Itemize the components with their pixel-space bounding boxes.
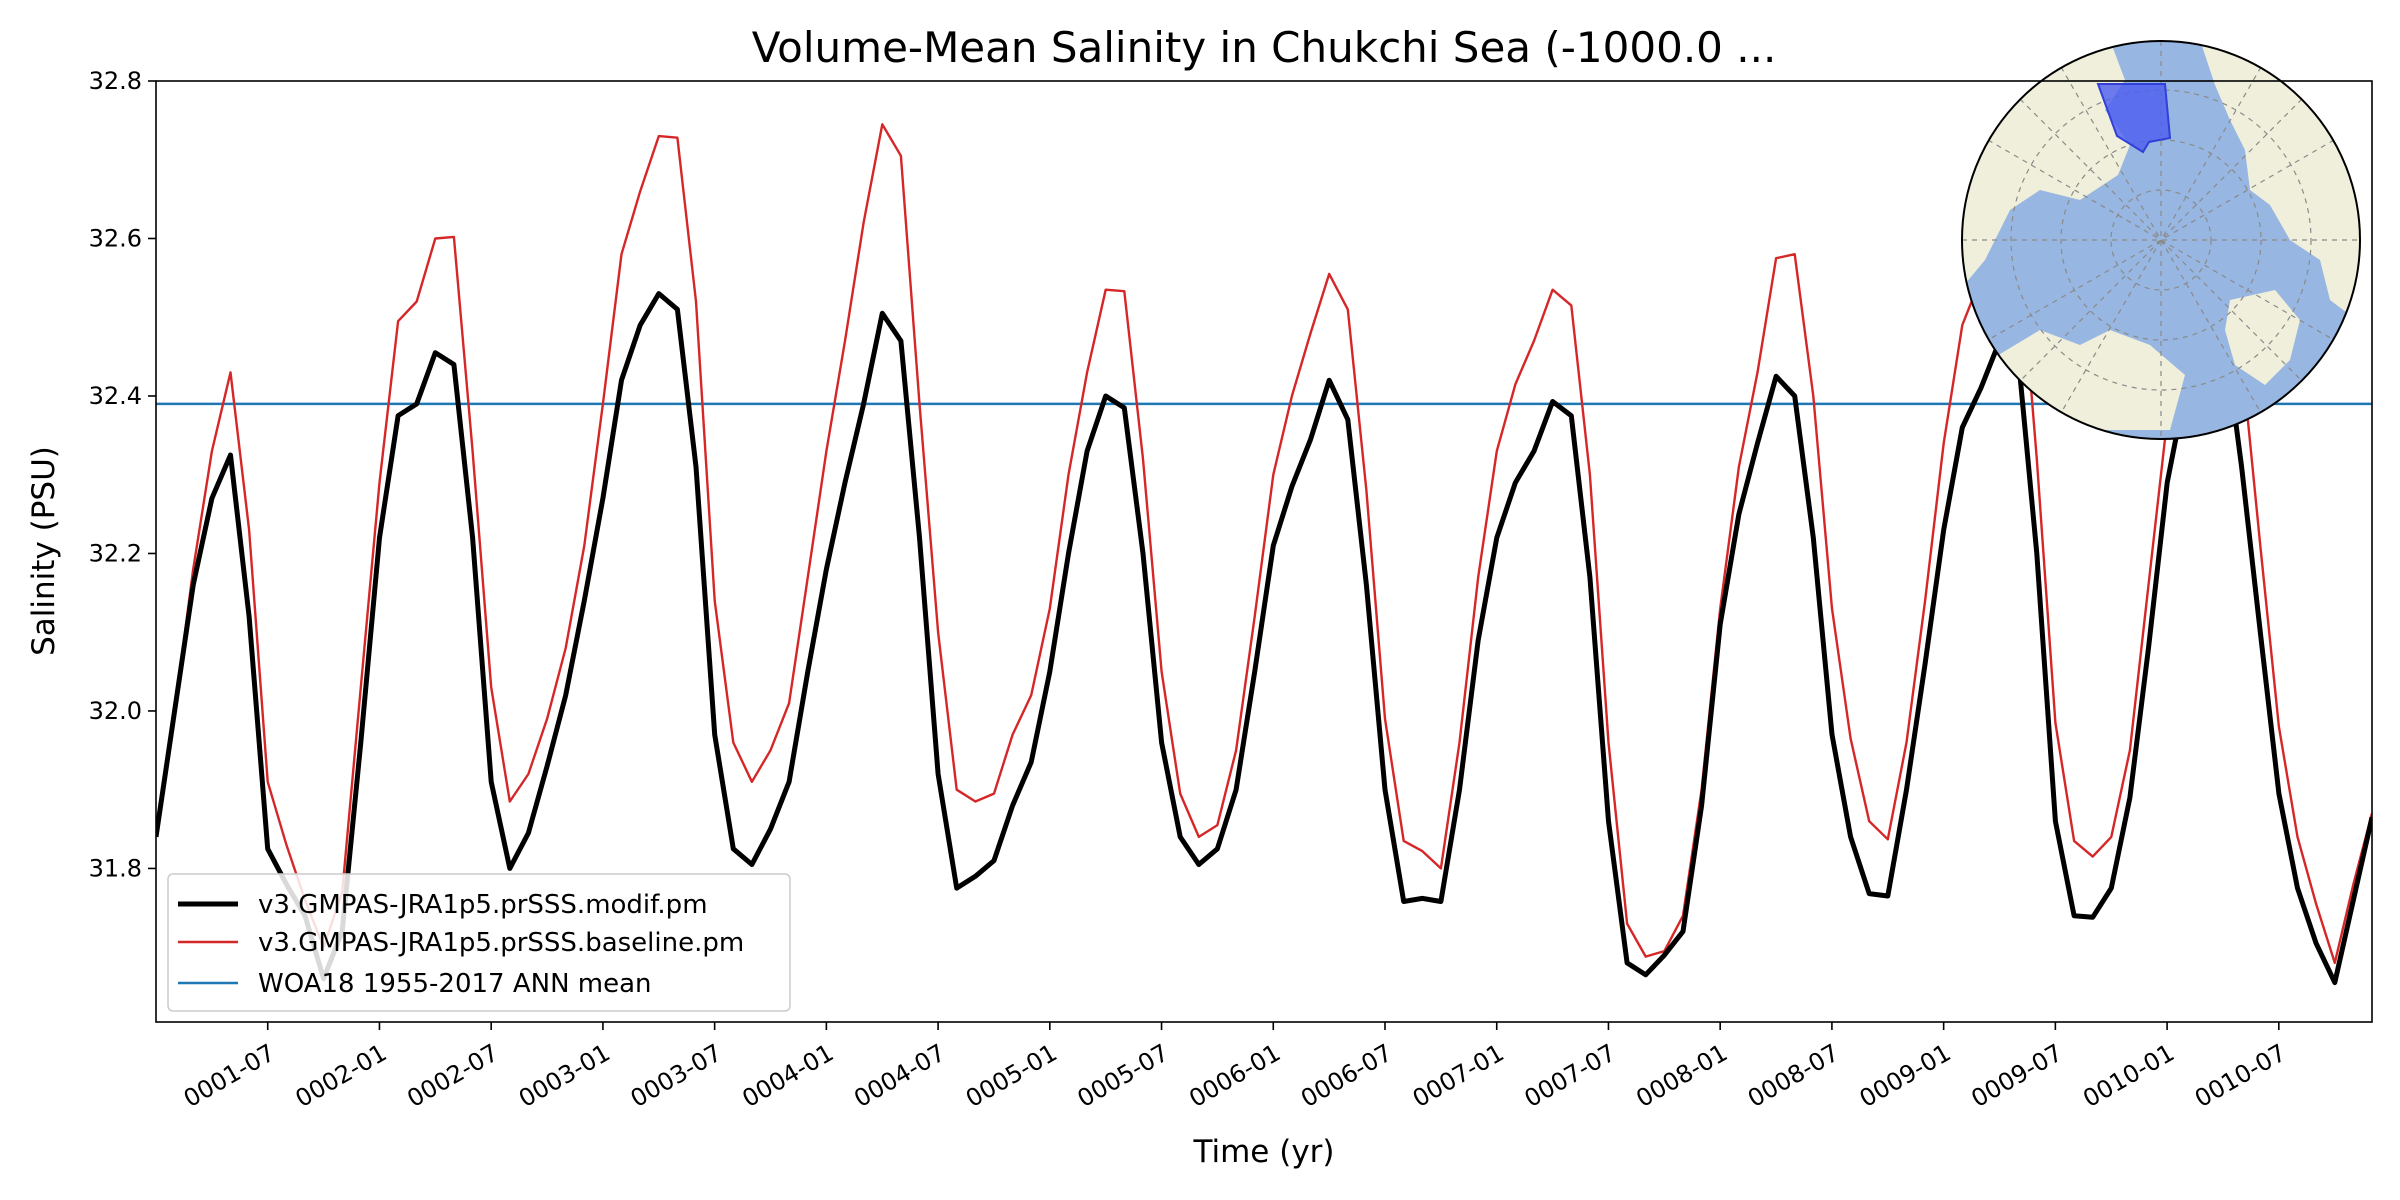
x-tick-label: 0005-07 <box>1073 1039 1174 1113</box>
x-axis: 0001-07 0002-01 0002-07 0003-01 0003-07 0004-… <box>179 1022 2291 1113</box>
x-tick-label: 0006-07 <box>1296 1039 1397 1113</box>
y-axis-label: Salinity (PSU) <box>26 446 62 656</box>
axes-frame <box>155 80 2373 1023</box>
x-tick-label: 0002-01 <box>291 1039 392 1113</box>
x-tick-label: 0005-01 <box>961 1039 1062 1113</box>
map-land-greenland <box>2225 290 2300 385</box>
x-tick-label: 0007-01 <box>1408 1039 1509 1113</box>
y-tick-label: 32.4 <box>89 382 142 410</box>
legend: v3.GMPAS-JRA1p5.prSSS.modif.pm v3.GMPAS-… <box>167 873 791 1012</box>
x-tick-label: 0008-01 <box>1631 1039 1732 1113</box>
x-tick-label: 0003-07 <box>626 1039 727 1113</box>
y-tick-label: 32.6 <box>89 224 142 252</box>
map-border <box>1961 40 2361 440</box>
y-tick-label: 31.8 <box>89 854 142 882</box>
y-axis: 31.8 32.0 32.2 32.4 32.6 32.8 <box>89 67 156 882</box>
y-tick-label: 32.2 <box>89 539 142 567</box>
legend-box <box>167 873 791 1012</box>
legend-label-baseline: v3.GMPAS-JRA1p5.prSSS.baseline.pm <box>258 928 744 958</box>
y-tick-label: 32.0 <box>89 697 142 725</box>
x-tick-label: 0010-01 <box>2078 1039 2179 1113</box>
x-tick-label: 0007-07 <box>1520 1039 1621 1113</box>
x-tick-label: 0002-07 <box>402 1039 503 1113</box>
legend-label-woa18: WOA18 1955-2017 ANN mean <box>258 969 652 999</box>
x-tick-label: 0010-07 <box>2190 1039 2291 1113</box>
x-tick-label: 0004-07 <box>849 1039 950 1113</box>
x-tick-label: 0009-07 <box>1967 1039 2068 1113</box>
x-tick-label: 0008-07 <box>1743 1039 1844 1113</box>
map-region-chukchi <box>2096 83 2172 154</box>
x-tick-label: 0009-01 <box>1855 1039 1956 1113</box>
y-tick-label: 32.8 <box>89 67 142 95</box>
x-tick-label: 0006-01 <box>1184 1039 1285 1113</box>
x-tick-label: 0003-01 <box>514 1039 615 1113</box>
chart-title: Volume-Mean Salinity in Chukchi Sea (-10… <box>752 23 1777 72</box>
x-tick-label: 0004-01 <box>738 1039 839 1113</box>
x-axis-label: Time (yr) <box>1193 1134 1335 1170</box>
x-tick-label: 0001-07 <box>179 1039 280 1113</box>
legend-label-modif: v3.GMPAS-JRA1p5.prSSS.modif.pm <box>258 890 708 920</box>
